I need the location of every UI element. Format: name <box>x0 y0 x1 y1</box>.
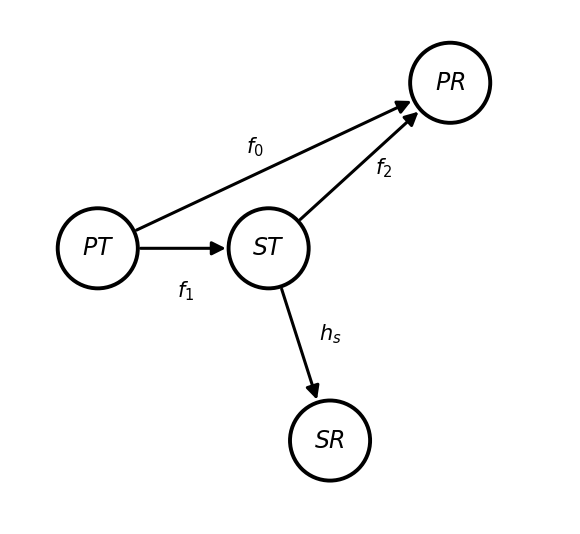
Text: $\mathit{PR}$: $\mathit{PR}$ <box>435 71 465 95</box>
Circle shape <box>410 43 490 123</box>
Circle shape <box>229 208 309 288</box>
Text: $\mathit{SR}$: $\mathit{SR}$ <box>314 429 346 452</box>
Text: $\mathit{f}_{1}$: $\mathit{f}_{1}$ <box>177 279 194 303</box>
Text: $\mathit{f}_{2}$: $\mathit{f}_{2}$ <box>375 156 392 180</box>
Text: $\mathit{h}_{s}$: $\mathit{h}_{s}$ <box>319 322 341 345</box>
Text: $\mathit{PT}$: $\mathit{PT}$ <box>82 237 114 260</box>
Text: $\mathit{ST}$: $\mathit{ST}$ <box>252 237 285 260</box>
Circle shape <box>58 208 138 288</box>
Circle shape <box>290 400 370 481</box>
Text: $\mathit{f}_{0}$: $\mathit{f}_{0}$ <box>246 135 264 159</box>
